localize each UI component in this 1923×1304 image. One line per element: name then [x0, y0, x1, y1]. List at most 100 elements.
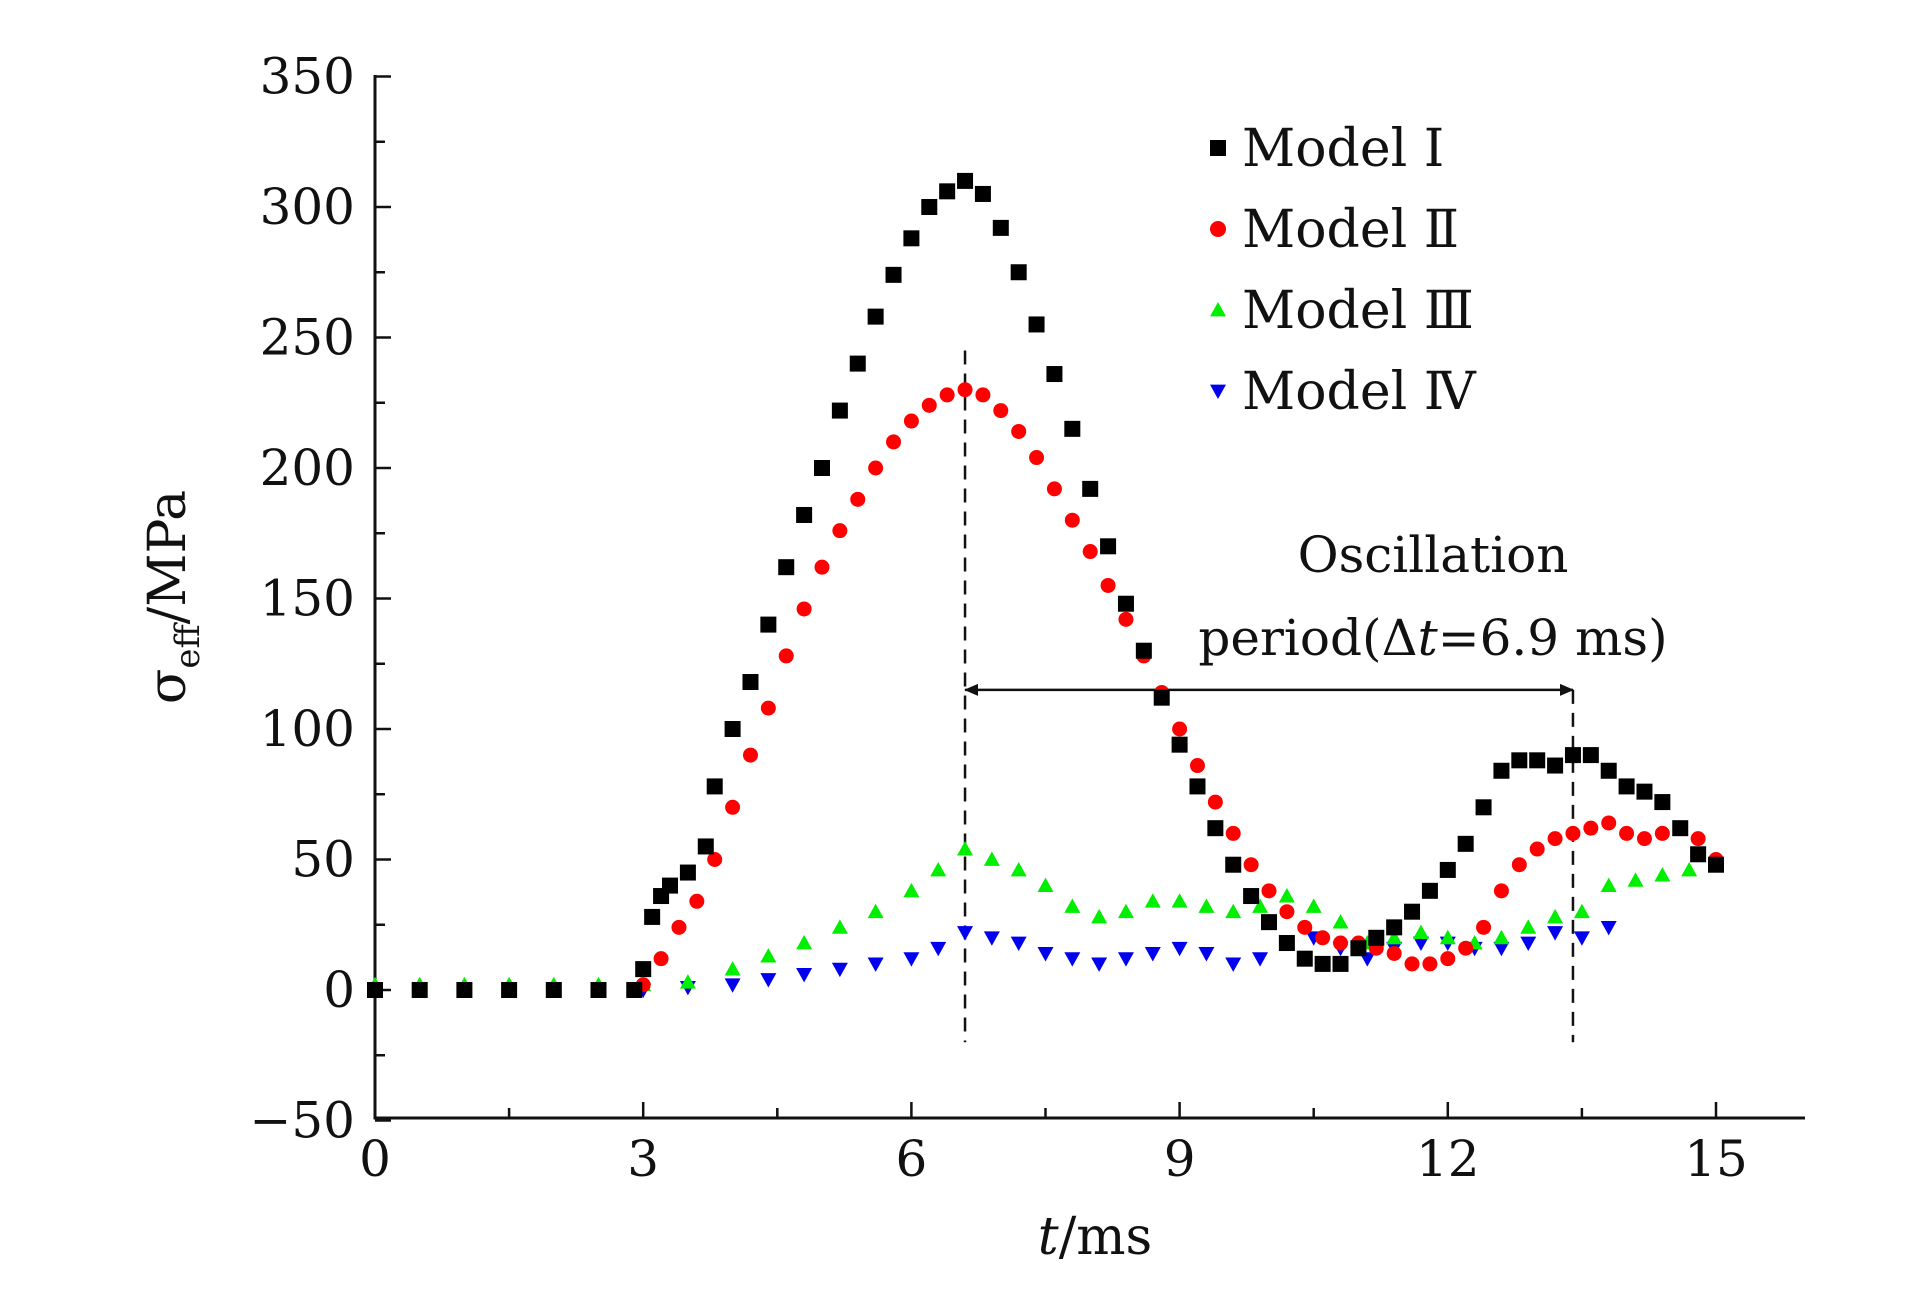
y-axis-title-group: σeff/MPa	[138, 490, 208, 704]
data-point	[849, 355, 866, 372]
data-point	[725, 799, 741, 815]
data-point	[983, 851, 1000, 866]
data-point	[1010, 936, 1027, 952]
data-point	[974, 185, 991, 202]
data-point	[868, 460, 884, 476]
data-point	[1144, 947, 1161, 962]
data-point	[796, 506, 813, 523]
data-point	[1091, 908, 1108, 924]
data-point	[1520, 919, 1537, 934]
data-point	[957, 382, 973, 398]
legend-label: Model Ⅲ	[1242, 281, 1474, 341]
data-point	[1672, 820, 1689, 837]
data-point	[1315, 930, 1331, 946]
y-tick-label: 150	[260, 570, 355, 628]
data-point	[1619, 825, 1635, 841]
data-point	[760, 616, 777, 633]
data-point	[1296, 950, 1313, 967]
data-point	[1440, 951, 1456, 967]
data-point	[724, 978, 741, 993]
data-point	[456, 982, 473, 998]
data-point	[831, 919, 848, 934]
data-point	[1636, 783, 1653, 800]
data-point	[1547, 831, 1563, 847]
data-point	[930, 861, 947, 877]
data-point	[1243, 888, 1260, 905]
legend: Model Ⅰ Model Ⅱ Model Ⅲ Model Ⅳ	[1210, 119, 1477, 422]
data-point	[1029, 450, 1045, 466]
data-point	[778, 648, 794, 664]
data-point	[993, 403, 1009, 419]
data-point	[1421, 882, 1438, 899]
data-point	[1252, 898, 1269, 913]
data-point	[1261, 914, 1277, 931]
data-point	[1118, 611, 1134, 627]
annotation-prefix: period(Δ	[1198, 609, 1417, 667]
data-point	[1198, 898, 1215, 913]
data-point	[1565, 825, 1581, 841]
data-point	[850, 491, 866, 507]
data-point	[1305, 898, 1322, 913]
data-point	[1564, 747, 1581, 764]
data-point	[992, 219, 1009, 236]
data-point	[1475, 799, 1492, 816]
data-point	[1493, 883, 1509, 899]
data-point	[1458, 940, 1474, 956]
annotation-line-2: period(Δt=6.9 ms)	[1198, 609, 1667, 667]
data-point	[1600, 762, 1617, 779]
data-point	[1547, 926, 1564, 941]
data-point	[662, 877, 679, 894]
data-point	[903, 882, 920, 898]
x-tick-label: 15	[1684, 1130, 1748, 1188]
data-point	[1654, 794, 1671, 811]
data-point	[1529, 752, 1546, 769]
data-point	[1600, 877, 1617, 892]
data-point	[921, 199, 938, 215]
data-point	[1198, 947, 1215, 962]
data-point	[760, 700, 776, 716]
data-point	[1600, 920, 1617, 936]
data-point	[1627, 872, 1644, 887]
y-tick-label: 0	[323, 961, 355, 1019]
data-point	[1333, 935, 1349, 951]
data-point	[1117, 903, 1134, 919]
x-tick-label: 3	[627, 1130, 659, 1188]
axis-titles: t/ms σeff/MPa	[138, 490, 1152, 1267]
data-point	[1189, 778, 1206, 795]
data-point	[957, 172, 974, 189]
annotation-line-1: Oscillation	[1298, 526, 1569, 584]
data-point	[1225, 825, 1241, 841]
annotation-suffix: =6.9 ms)	[1438, 609, 1668, 667]
data-point	[1332, 914, 1349, 929]
data-point	[1172, 721, 1188, 737]
data-point	[1690, 846, 1707, 863]
data-point	[1493, 941, 1510, 957]
data-point	[1511, 857, 1527, 873]
data-point	[1064, 952, 1081, 967]
data-point	[1189, 758, 1205, 774]
legend-label: Model Ⅱ	[1242, 200, 1459, 260]
data-point	[1520, 936, 1537, 952]
data-point	[1135, 642, 1152, 659]
data-point	[1207, 820, 1224, 837]
data-point	[1064, 512, 1080, 528]
oscillation-annotation: Oscillation period(Δt=6.9 ms)	[1198, 526, 1667, 667]
data-point	[1368, 929, 1385, 946]
y-tick-label: 350	[260, 48, 355, 106]
data-point	[1011, 423, 1027, 439]
data-point	[1476, 919, 1492, 935]
data-point	[1225, 957, 1242, 972]
data-point	[1412, 924, 1429, 939]
series-group	[367, 172, 1724, 998]
data-point	[983, 931, 1000, 946]
legend-marker	[1210, 384, 1226, 399]
data-point	[1601, 815, 1617, 831]
y-tick-label: 250	[260, 309, 355, 367]
data-point	[1493, 929, 1510, 945]
data-point	[1153, 689, 1170, 706]
data-point	[930, 941, 947, 957]
data-point	[1207, 794, 1223, 810]
data-point	[724, 961, 741, 976]
data-point	[1654, 825, 1670, 841]
